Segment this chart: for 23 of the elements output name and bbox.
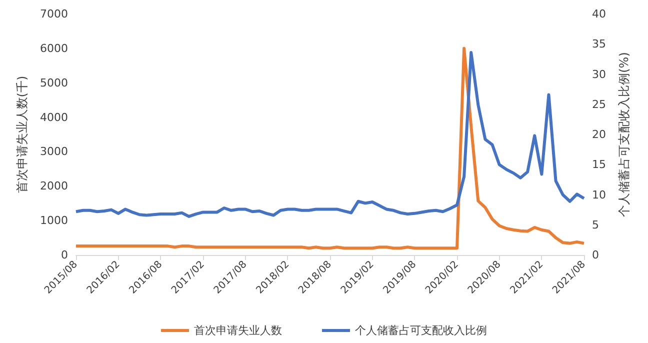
y-tick-label: 5000 <box>40 76 68 90</box>
y-tick-label: 7000 <box>40 8 68 20</box>
y2-tick-label: 15 <box>592 158 606 172</box>
y2-tick-label: 30 <box>592 68 606 81</box>
y-axis-title: 首次申请失业人数(千) <box>15 76 29 194</box>
y-tick-label: 3000 <box>40 145 68 158</box>
y-tick-label: 6000 <box>40 42 68 55</box>
y-tick-label: 2000 <box>40 180 68 193</box>
y2-tick-label: 0 <box>592 248 599 262</box>
y2-tick-label: 35 <box>592 38 606 51</box>
y2-tick-label: 10 <box>592 188 606 202</box>
y-tick-label: 4000 <box>40 110 68 124</box>
y2-tick-label: 20 <box>592 128 606 141</box>
y-tick-label: 0 <box>61 248 68 262</box>
line-series <box>74 46 586 250</box>
line-series <box>74 51 586 218</box>
y2-tick-label: 25 <box>592 98 606 111</box>
y2-axis-title: 个人储蓄占可支配收入比例(%) <box>617 52 631 217</box>
legend-label: 首次申请失业人数 <box>194 324 282 337</box>
y2-tick-label: 40 <box>592 8 606 20</box>
y-tick-label: 1000 <box>40 214 68 228</box>
y2-tick-label: 5 <box>592 218 599 232</box>
legend-label: 个人储蓄占可支配收入比例 <box>355 324 487 337</box>
